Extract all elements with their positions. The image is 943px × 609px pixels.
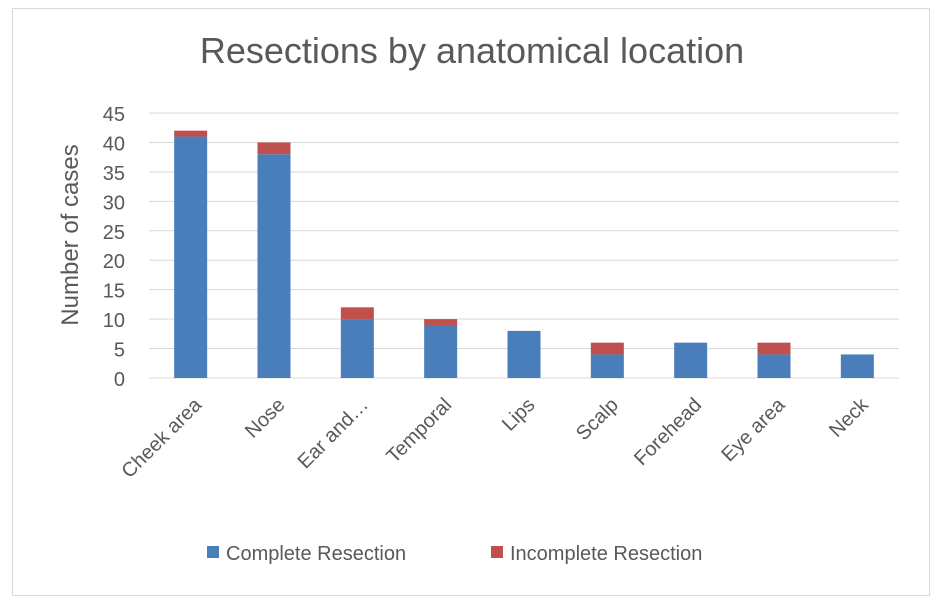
y-tick-label: 40 [103,133,125,155]
bar-incomplete [590,342,624,355]
x-axis-ticks: Cheek area Nose Ear and… Temporal Lips Scalp F… [118,393,874,482]
y-axis-ticks: 0 5 10 15 20 25 30 35 40 45 [103,104,125,391]
bar-incomplete [340,307,374,320]
bar-complete [590,354,624,378]
x-tick-label: Nose [241,394,290,443]
x-tick-label: Eye area [717,393,790,466]
bar-complete [257,154,291,378]
x-tick-label: Temporal [382,394,456,468]
x-tick-label: Forehead [630,394,706,470]
y-tick-label: 20 [103,251,125,273]
y-tick-label: 5 [114,340,125,362]
chart-title: Resections by anatomical location [200,30,744,71]
bar-incomplete [424,319,458,325]
x-tick-label: Neck [825,393,873,441]
bar-complete [424,325,458,378]
bar-incomplete [757,342,791,355]
legend-swatch-complete [207,546,219,558]
x-tick-label: Ear and… [294,394,373,473]
bar-complete [757,354,791,378]
legend-label: Complete Resection [226,543,406,565]
bar-complete [840,354,874,378]
bar-complete [340,319,374,378]
legend: Complete Resection Incomplete Resection [207,543,702,565]
y-tick-label: 0 [114,369,125,391]
bars [174,130,874,378]
y-tick-label: 30 [103,192,125,214]
x-tick-label: Lips [498,394,540,436]
chart-frame: Resections by anatomical location Number… [12,8,930,596]
legend-label: Incomplete Resection [510,543,702,565]
y-tick-label: 35 [103,163,125,185]
y-tick-label: 25 [103,222,125,244]
bar-incomplete [174,130,208,137]
bar-incomplete [257,142,291,155]
x-tick-label: Cheek area [118,393,207,482]
x-tick-label: Scalp [572,394,623,445]
y-tick-label: 45 [103,104,125,126]
bar-complete [674,342,708,378]
chart-canvas: Resections by anatomical location Number… [57,30,899,565]
y-tick-label: 10 [103,310,125,332]
bar-complete [174,136,208,378]
bar-complete [507,330,541,378]
y-tick-label: 15 [103,281,125,303]
legend-swatch-incomplete [491,546,503,558]
y-axis-label: Number of cases [57,144,84,325]
